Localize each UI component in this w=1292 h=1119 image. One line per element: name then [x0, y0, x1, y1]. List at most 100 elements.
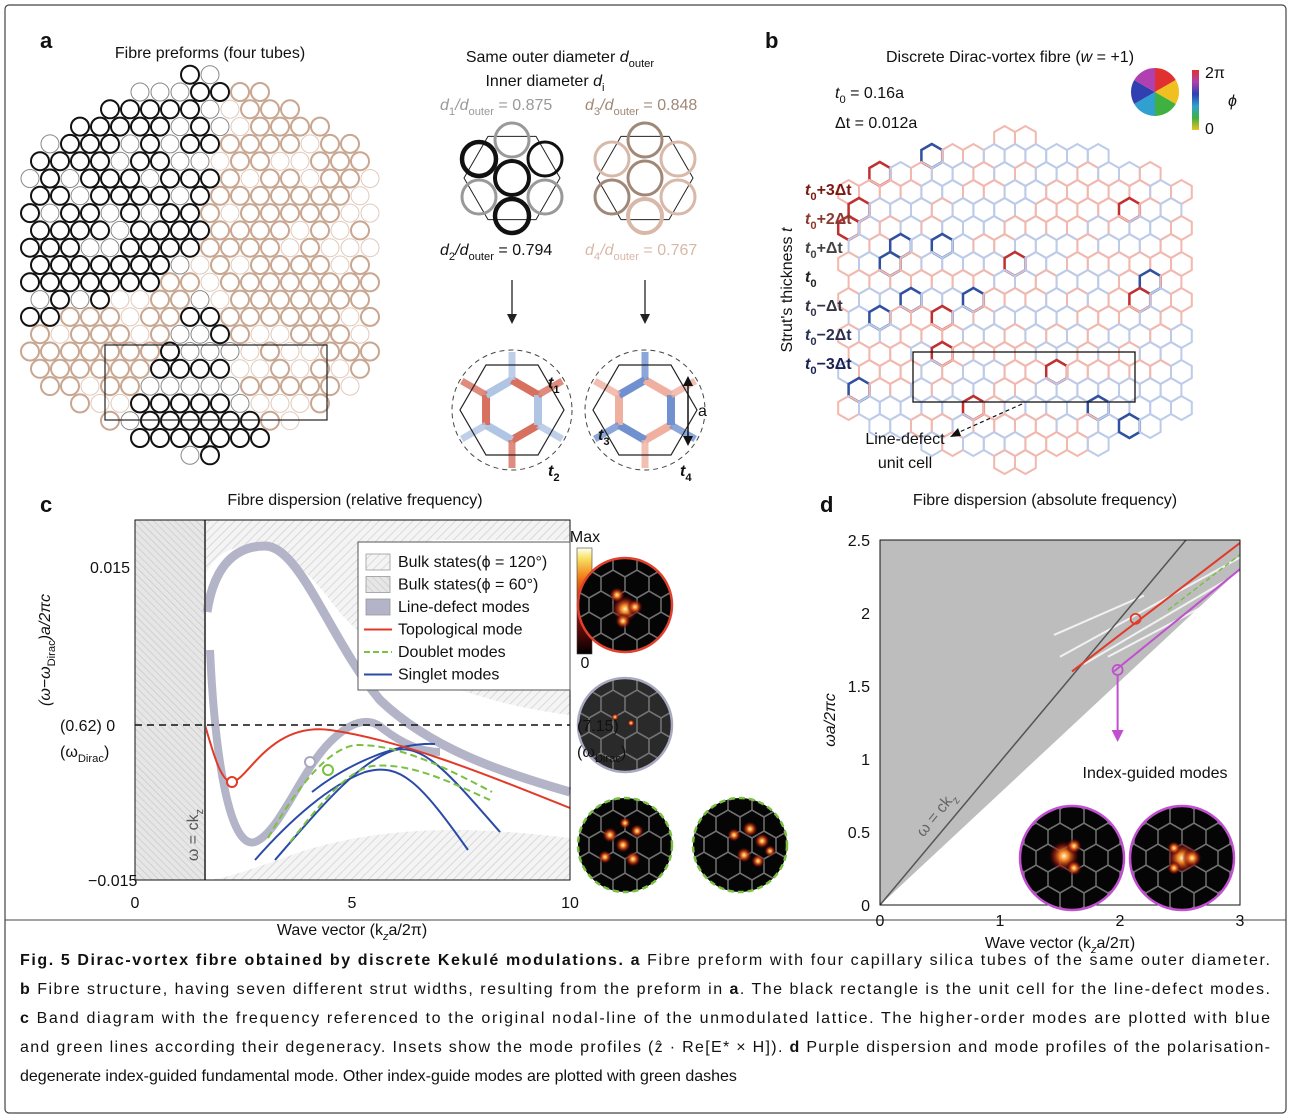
preform-tube: [270, 289, 290, 310]
unit-circle: [451, 349, 573, 471]
thickness-level: t0+3Δt: [805, 182, 852, 203]
diameter-ratio: d3/douter = 0.848: [585, 97, 697, 118]
annotation: Index-guided modes: [1083, 765, 1228, 782]
preform-tube: [280, 376, 300, 397]
preform-tube: [210, 255, 230, 275]
thickness-level: t0−3Δt: [805, 356, 852, 377]
mode-inset: [578, 558, 696, 682]
preform-tube: [170, 220, 190, 241]
singlet-mode: [254, 768, 469, 861]
preform-tube: [150, 116, 170, 137]
inset-cell: [788, 895, 811, 922]
diameter-ratio-part: = 0.848: [639, 97, 697, 114]
strut-label-part: t: [548, 375, 554, 392]
inset-cell: [668, 895, 691, 922]
strut: [617, 421, 647, 444]
frame: [4, 4, 1287, 1114]
preform-tube: [340, 238, 360, 258]
inset-cell: [976, 866, 999, 893]
diameter-ratio-part: 3: [594, 106, 600, 118]
preform-tube: [280, 238, 300, 258]
preform-tube: [100, 133, 120, 154]
inset-cell: [1047, 907, 1073, 910]
line-defect-band: [206, 649, 441, 847]
thickness-level-part: −3Δt: [817, 356, 853, 373]
inset-cell: [1023, 907, 1049, 910]
preform-tube: [150, 220, 170, 241]
inner-diameter-label-part: Inner diameter: [485, 73, 593, 90]
preform-tube: [210, 324, 230, 345]
preform-tube: [270, 393, 290, 413]
preform-tube: [160, 306, 180, 327]
preform-tube: [130, 151, 150, 172]
inset-cell: [721, 769, 744, 796]
lattice-cell: [1066, 430, 1089, 458]
preform-tube: [170, 117, 190, 137]
inset-cell: [685, 754, 708, 781]
arrow-head: [683, 436, 693, 446]
inset-cell: [1144, 782, 1167, 809]
y-axis-label-part: )a/2πc: [37, 594, 54, 642]
preform-tube: [160, 376, 180, 396]
mode-marker: [1111, 664, 1124, 676]
y-tick-label: 2: [861, 606, 870, 623]
colorbar-max: Max: [570, 529, 600, 546]
inset-cell: [812, 853, 835, 880]
caption-run: . The black rectangle is the unit cell f…: [740, 981, 1270, 998]
inset-cell: [601, 895, 624, 922]
inset-cell: [824, 832, 847, 859]
caption-run: Purple dispersion and mode profiles of t…: [801, 1039, 1270, 1056]
preform-tube: [130, 324, 150, 344]
preform-tube: [320, 238, 340, 258]
lattice-cell: [837, 394, 860, 422]
inset-cell: [800, 748, 823, 775]
preform-tube: [130, 290, 150, 310]
preform-tube: [260, 410, 280, 431]
preform-tube: [360, 169, 380, 188]
preform-tube: [260, 133, 280, 154]
tube: [626, 197, 664, 235]
inset-cell: [648, 810, 672, 838]
diameter-ratio: d1/douter = 0.875: [440, 97, 552, 118]
preform-tube: [230, 82, 250, 102]
preform-tube: [80, 238, 100, 258]
preform-tube: [260, 341, 280, 362]
inset-cell: [721, 649, 744, 676]
inset-cell: [1229, 865, 1234, 893]
inset-cell: [600, 732, 626, 760]
preform-tube: [180, 203, 200, 224]
outer-diameter-label-part: d: [620, 49, 630, 66]
inset-cell: [728, 748, 751, 775]
inset-border: [1128, 804, 1236, 912]
inset-cell: [612, 678, 638, 697]
preform-tube: [330, 151, 350, 172]
preform-tube: [120, 307, 140, 327]
preform-tube: [340, 203, 360, 223]
inset-cell: [649, 895, 672, 922]
inset-cell: [812, 811, 835, 838]
tube: [659, 178, 697, 216]
preform-tube: [240, 203, 260, 224]
diameter-ratio-part: outer: [468, 106, 494, 118]
preform-tube: [140, 341, 160, 362]
preform-tube: [40, 134, 60, 154]
inset-cell: [644, 895, 667, 922]
preform-tube: [170, 393, 190, 414]
preform-tube: [290, 289, 310, 310]
preform-tube: [30, 255, 50, 275]
inner-diameter-label-part: d: [593, 73, 603, 90]
unit-circle: [584, 349, 706, 471]
preform-tube: [110, 116, 130, 137]
preform-tube: [210, 393, 230, 414]
inset-cell: [601, 775, 624, 802]
lattice-cell: [1014, 448, 1037, 476]
inset-cell: [1059, 886, 1085, 910]
x-tick-label: 2: [1116, 913, 1125, 930]
caption-run: Fibre preform with four capillary silica…: [641, 952, 1270, 969]
inset-cell: [673, 655, 696, 682]
inset-cell: [788, 811, 811, 838]
inset-cell: [1205, 865, 1231, 893]
preform-tube: [120, 376, 140, 397]
inset-cell: [824, 874, 847, 901]
inset-cell: [739, 810, 765, 838]
